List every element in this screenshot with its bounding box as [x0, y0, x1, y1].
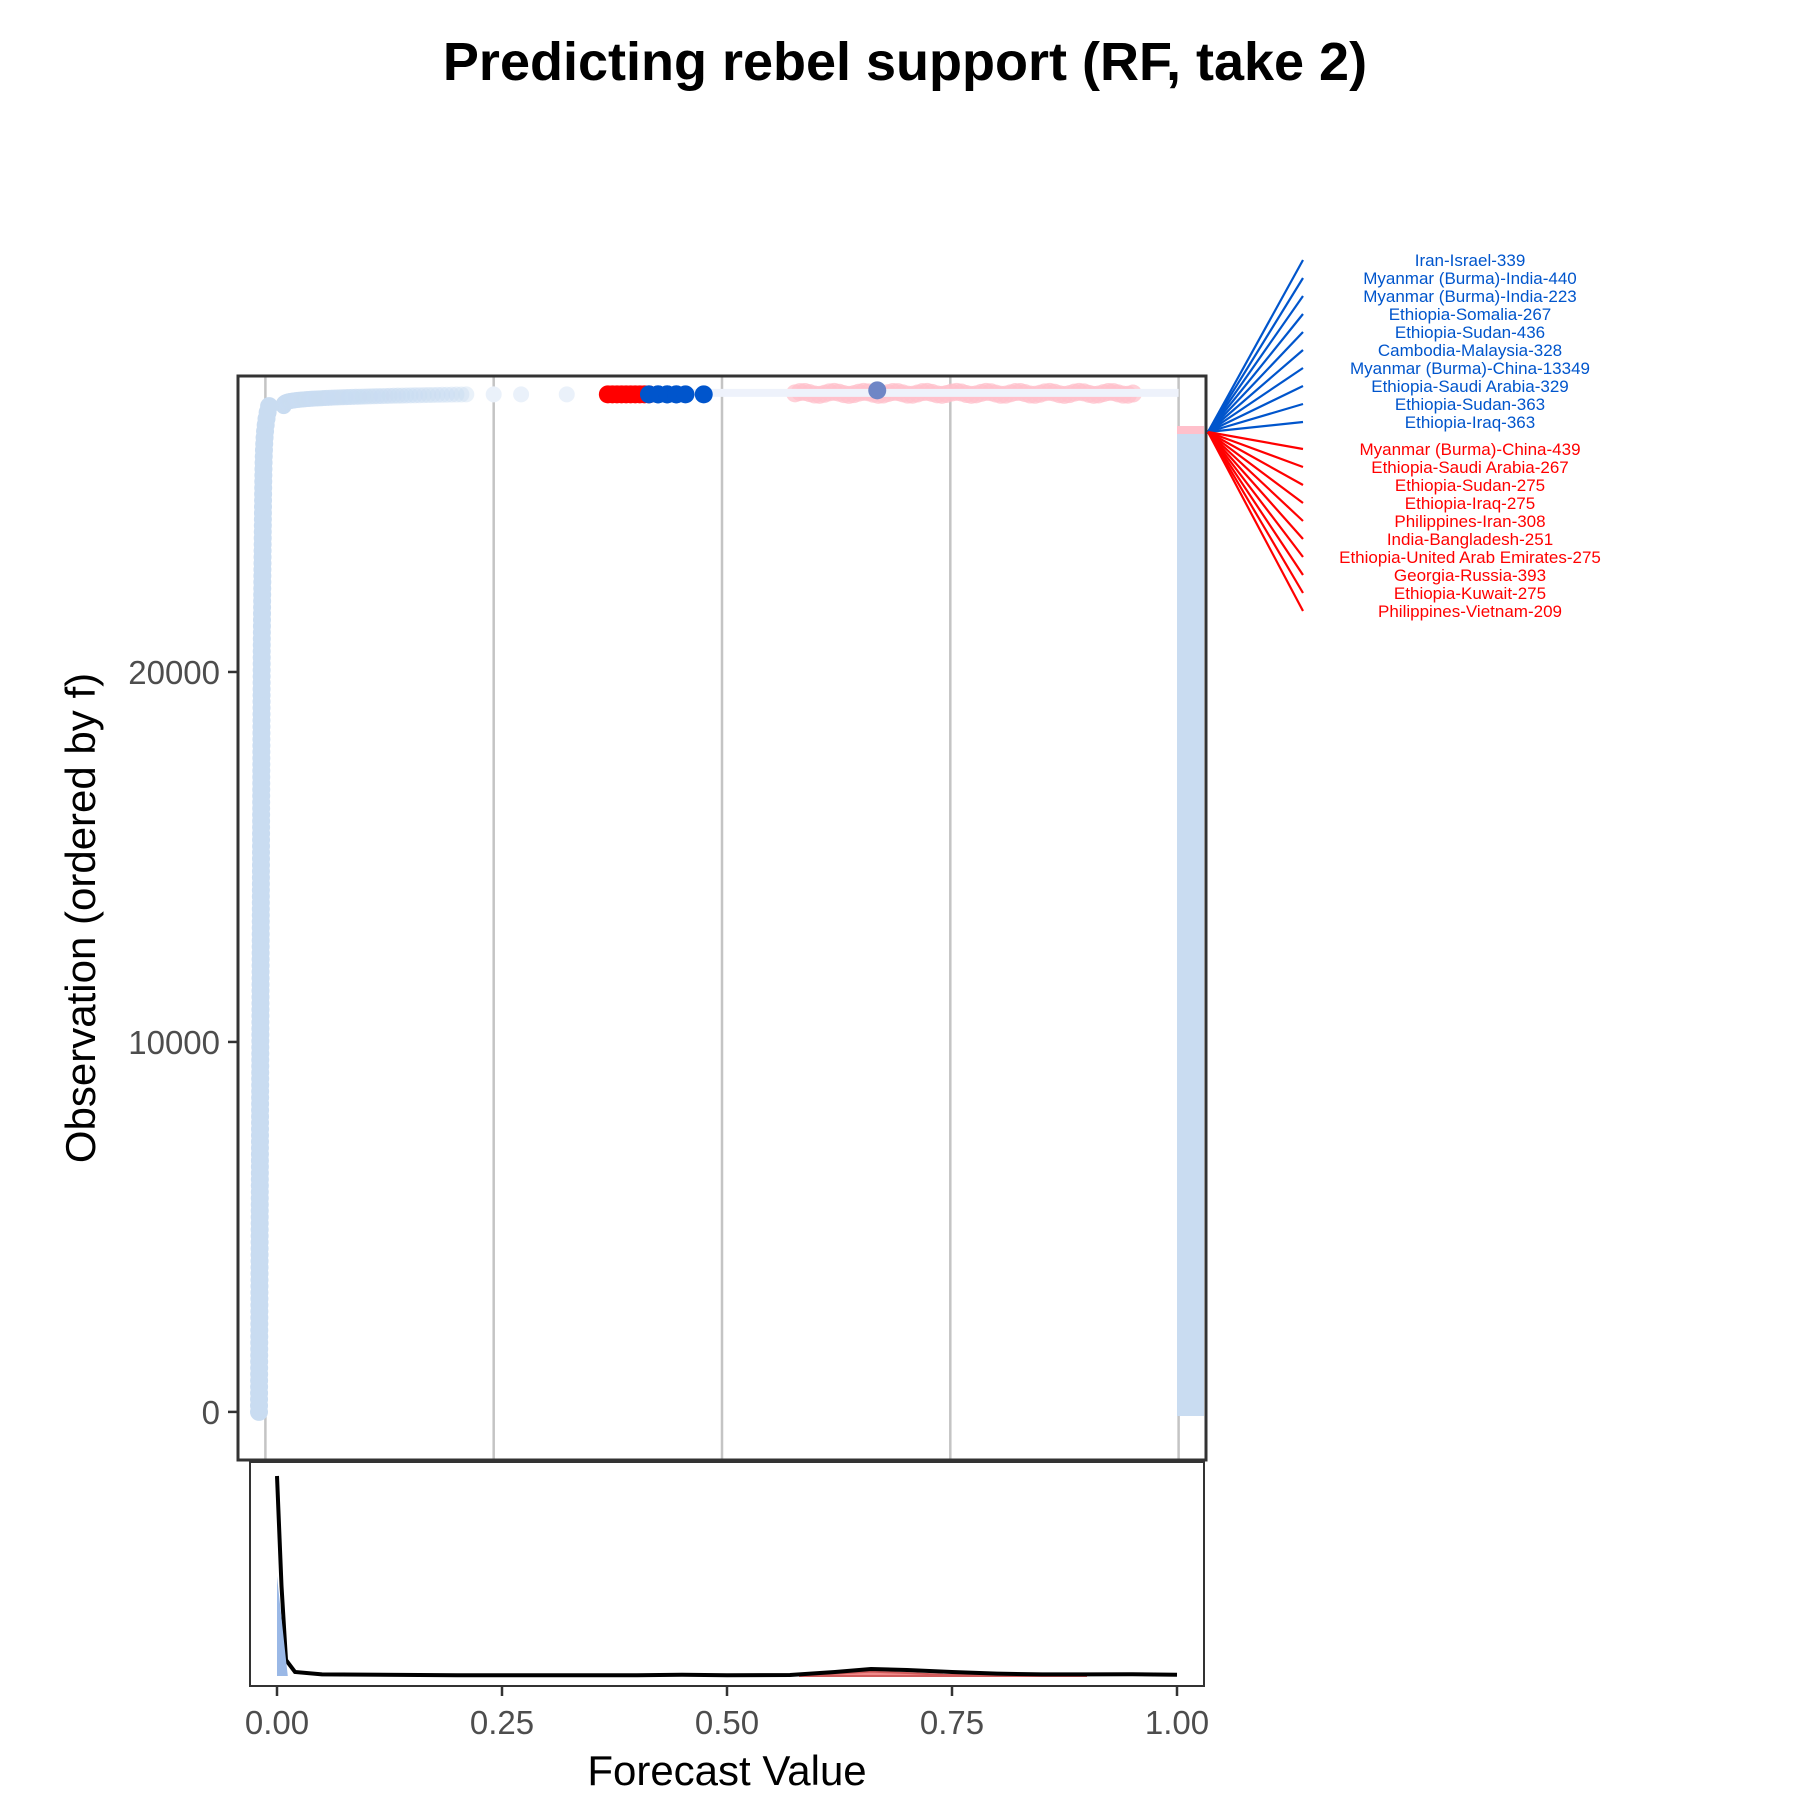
- x-tick-label: 0.00: [245, 1704, 309, 1741]
- false-negative-connector: [1207, 259, 1304, 433]
- x-tick-label: 0.25: [470, 1704, 534, 1741]
- density-panel-border: [249, 1461, 1205, 1687]
- false-negative-point: [868, 381, 887, 400]
- false-positive-label: Philippines-Iran-308: [1394, 512, 1545, 531]
- false-positive-connector: [1207, 431, 1304, 486]
- observation-point: [415, 387, 432, 404]
- false-negative-label: Myanmar (Burma)-India-440: [1363, 269, 1577, 288]
- observation-point: [411, 387, 428, 404]
- false-negative-point: [676, 385, 695, 404]
- observation-point: [429, 386, 446, 403]
- false-positive-connector: [1207, 431, 1304, 558]
- misclassified-observations: [598, 381, 887, 404]
- false-positive-label: Ethiopia-United Arab Emirates-275: [1339, 548, 1601, 567]
- outcome-bar-negative: [1177, 434, 1204, 1416]
- false-negative-label: Myanmar (Burma)-China-13349: [1350, 359, 1590, 378]
- observation-point: [453, 386, 470, 403]
- false-negative-label: Ethiopia-Somalia-267: [1389, 305, 1552, 324]
- x-axis: 0.00 0.25 0.50 0.75 1.00: [245, 1686, 1209, 1741]
- false-positive-connector: [1207, 431, 1304, 576]
- false-negative-connector: [1207, 385, 1304, 433]
- false-positive-label: Myanmar (Burma)-China-439: [1359, 440, 1580, 459]
- y-axis-label: Observation (ordered by f): [57, 673, 104, 1163]
- false-negative-connector: [1207, 331, 1304, 433]
- y-tick-label: 20000: [128, 654, 220, 691]
- false-negative-label: Cambodia-Malaysia-328: [1378, 341, 1562, 360]
- x-tick-label: 0.50: [695, 1704, 759, 1741]
- y-axis: 0 10000 20000: [128, 654, 238, 1431]
- false-positive-label: Georgia-Russia-393: [1394, 566, 1546, 585]
- density-all: [275, 1475, 1178, 1678]
- false-positive-connector: [1207, 431, 1304, 540]
- observation-point: [485, 386, 502, 403]
- density-negative: [277, 1576, 288, 1676]
- main-panel: 0 10000 20000 Observation (ordered by f): [57, 374, 1208, 1462]
- false-positive-connector: [1207, 431, 1304, 612]
- false-positive-label: Ethiopia-Saudi Arabia-267: [1371, 458, 1569, 477]
- outcome-bar-positive: [1177, 426, 1204, 434]
- y-tick-label: 10000: [128, 1024, 220, 1061]
- observation-point: [443, 386, 460, 403]
- negative-observations: [250, 386, 575, 1421]
- false-positive-label: Philippines-Vietnam-209: [1378, 602, 1562, 621]
- x-tick-label: 1.00: [1145, 1704, 1209, 1741]
- false-negative-label: Ethiopia-Saudi Arabia-329: [1371, 377, 1569, 396]
- false-negative-connector: [1207, 295, 1304, 433]
- false-negative-point: [694, 385, 713, 404]
- false-positive-connector: [1207, 430, 1304, 469]
- chart-title: Predicting rebel support (RF, take 2): [443, 32, 1367, 92]
- density-panel: 0.00 0.25 0.50 0.75 1.00 Forecast Value: [245, 1461, 1209, 1794]
- false-negative-connector: [1207, 277, 1304, 433]
- observation-point: [420, 387, 437, 404]
- false-positive-label: Ethiopia-Iraq-275: [1405, 494, 1535, 513]
- main-panel-border: [236, 374, 1208, 1462]
- false-positive-connector: [1207, 431, 1304, 594]
- false-positive-label: India-Bangladesh-251: [1387, 530, 1553, 549]
- false-positive-label: Ethiopia-Kuwait-275: [1394, 584, 1546, 603]
- y-tick-label: 0: [202, 1394, 220, 1431]
- false-negative-connector: [1207, 420, 1304, 434]
- false-negative-connector: [1207, 402, 1304, 434]
- false-negative-label: Ethiopia-Iraq-363: [1405, 413, 1535, 432]
- observation-point: [458, 386, 475, 403]
- false-negative-connector: [1207, 367, 1304, 433]
- false-negative-label: Ethiopia-Sudan-436: [1395, 323, 1545, 342]
- observation-point: [513, 386, 530, 403]
- false-negative-connector: [1207, 313, 1304, 433]
- observation-point: [448, 386, 465, 403]
- x-tick-label: 0.75: [920, 1704, 984, 1741]
- false-negative-label: Ethiopia-Sudan-363: [1395, 395, 1545, 414]
- false-positive-connector: [1207, 430, 1304, 451]
- false-positive-label: Ethiopia-Sudan-275: [1395, 476, 1545, 495]
- observation-point: [424, 386, 441, 403]
- positive-observations: [648, 382, 1179, 404]
- false-negative-connector: [1207, 349, 1304, 433]
- false-positive-connector: [1207, 431, 1304, 504]
- false-positive-connector: [1207, 431, 1304, 522]
- x-axis-label: Forecast Value: [587, 1747, 866, 1794]
- false-negative-label: Iran-Israel-339: [1415, 251, 1526, 270]
- observation-point: [260, 397, 279, 416]
- false-negative-label: Myanmar (Burma)-India-223: [1363, 287, 1577, 306]
- observation-point: [434, 386, 451, 403]
- observation-point: [558, 386, 575, 403]
- observation-point: [438, 386, 455, 403]
